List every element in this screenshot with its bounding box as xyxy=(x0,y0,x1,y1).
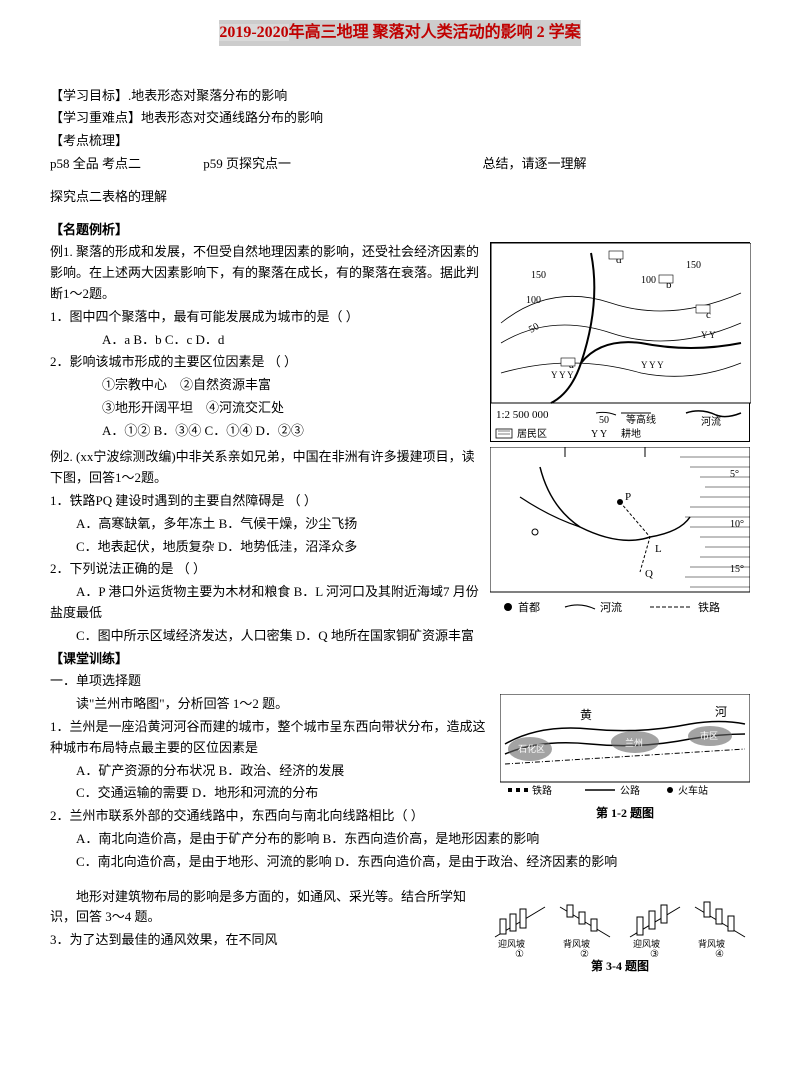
title: 2019-2020年高三地理 聚落对人类活动的影响 2 学案 xyxy=(50,20,750,66)
svg-text:河: 河 xyxy=(715,705,727,719)
svg-text:背风坡: 背风坡 xyxy=(563,938,590,949)
svg-text:5°: 5° xyxy=(730,469,739,480)
svg-text:迎风坡: 迎风坡 xyxy=(498,938,525,949)
title-rest: 年高三地理 聚落对人类活动的影响 2 学案 xyxy=(289,24,581,41)
svg-text:河流: 河流 xyxy=(701,415,721,428)
svg-text:铁路: 铁路 xyxy=(532,784,552,797)
map4-caption: 第 3-4 题图 xyxy=(490,957,750,976)
svg-text:铁路: 铁路 xyxy=(698,601,720,614)
training-section: 一．单项选择题 xyxy=(50,671,750,692)
svg-text:①: ① xyxy=(515,949,524,957)
svg-text:等高线: 等高线 xyxy=(626,413,656,426)
map4-figure: 迎风坡 背风坡 迎风坡 背风坡 ① ② ③ ④ 第 3-4 题图 xyxy=(490,887,750,976)
svg-text:100: 100 xyxy=(641,275,656,286)
ex2-q2-c: C．图中所示区域经济发达，人口密集 D．Q 地所在国家铜矿资源丰富 xyxy=(50,626,750,647)
svg-text:②: ② xyxy=(580,949,589,957)
svg-text:兰州: 兰州 xyxy=(625,737,643,748)
svg-text:背风坡: 背风坡 xyxy=(698,938,725,949)
outline-row: p58 全品 考点二 p59 页探究点一 总结，请逐一理解 xyxy=(50,154,750,175)
svg-text:Y Y Y: Y Y Y xyxy=(551,370,574,380)
outline-label: 【考点梳理】 xyxy=(50,131,750,152)
svg-text:迎风坡: 迎风坡 xyxy=(633,938,660,949)
svg-text:1:2 500 000: 1:2 500 000 xyxy=(496,409,549,421)
title-year: 2019-2020 xyxy=(219,24,288,41)
tq2-c: C．南北向造价高，是由于地形、河流的影响 D．东西向造价高，是由于政治、经济因素… xyxy=(50,852,750,873)
svg-text:石化区: 石化区 xyxy=(518,743,545,754)
svg-text:150: 150 xyxy=(531,270,546,281)
svg-text:30°: 30° xyxy=(555,447,569,448)
svg-text:市区: 市区 xyxy=(700,730,718,741)
svg-text:河流: 河流 xyxy=(600,600,622,614)
map3-caption: 第 1-2 题图 xyxy=(500,804,750,823)
svg-text:L: L xyxy=(655,543,662,555)
svg-text:黄: 黄 xyxy=(580,708,592,722)
svg-text:Y Y: Y Y xyxy=(591,429,607,440)
learning-hard: 【学习重难点】地表形态对交通线路分布的影响 xyxy=(50,108,750,129)
svg-text:P: P xyxy=(625,491,631,503)
svg-text:10°: 10° xyxy=(730,519,744,530)
tq2-a: A．南北向造价高，是由于矿产分布的影响 B．东西向造价高，是地形因素的影响 xyxy=(50,829,750,850)
map3-figure: 黄 河 石化区 兰州 市区 铁路 公路 火车站 第 1-2 题图 xyxy=(500,694,750,823)
svg-text:首都: 首都 xyxy=(518,600,540,614)
svg-text:居民区: 居民区 xyxy=(517,428,547,440)
svg-text:150: 150 xyxy=(686,260,701,271)
map2-figure: 30° 35° 5° 10° 15° P Q L 首都 河流 铁路 xyxy=(490,447,750,597)
svg-text:耕地: 耕地 xyxy=(621,427,641,440)
svg-text:Y Y Y: Y Y Y xyxy=(641,360,664,370)
svg-text:100: 100 xyxy=(526,295,541,306)
learning-goal: 【学习目标】.地表形态对聚落分布的影响 xyxy=(50,86,750,107)
svg-text:公路: 公路 xyxy=(620,784,640,797)
svg-text:③: ③ xyxy=(650,949,659,957)
svg-text:火车站: 火车站 xyxy=(678,784,708,797)
svg-text:Y Y: Y Y xyxy=(701,330,716,340)
svg-text:Q: Q xyxy=(645,568,653,580)
svg-text:35°: 35° xyxy=(635,447,649,448)
svg-text:15°: 15° xyxy=(730,564,744,575)
examples-header: 【名题例析】 xyxy=(50,220,750,241)
training-header: 【课堂训练】 xyxy=(50,649,750,670)
map1-figure: 150 100 50 150 100 a b c d Y Y Y Y Y Y Y… xyxy=(490,242,750,442)
svg-text:④: ④ xyxy=(715,949,724,957)
explore2: 探究点二表格的理解 xyxy=(50,187,750,208)
svg-text:50: 50 xyxy=(599,415,609,426)
